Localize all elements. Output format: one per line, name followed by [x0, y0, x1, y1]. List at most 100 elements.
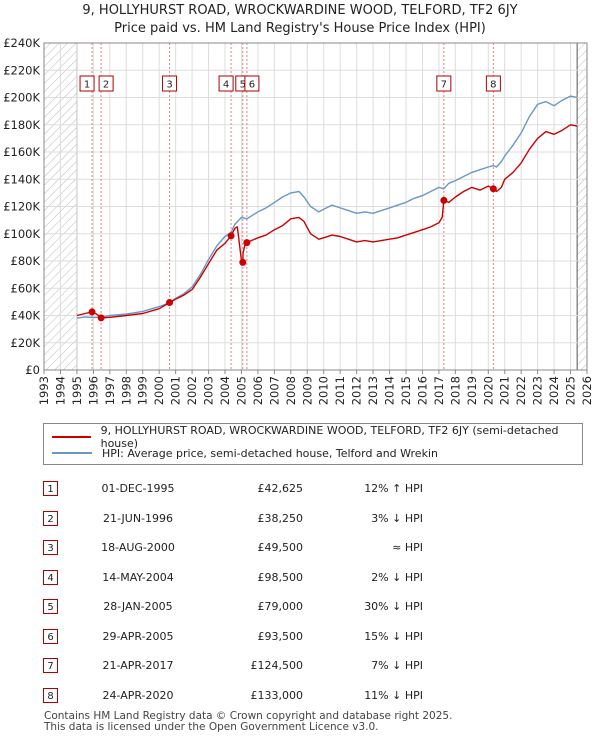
footer-copyright: Contains HM Land Registry data © Crown c… — [44, 710, 453, 722]
x-tick-label: 2021 — [498, 376, 512, 405]
legend-line-property — [52, 436, 91, 438]
sale-point-8 — [489, 185, 497, 193]
x-tick-label: 2005 — [234, 376, 248, 405]
sale-point-4 — [227, 232, 235, 240]
x-tick-label: 2002 — [185, 376, 199, 405]
chart-subtitle: Price paid vs. HM Land Registry's House … — [114, 21, 486, 36]
chart-legend: 9, HOLLYHURST ROAD, WROCKWARDINE WOOD, T… — [43, 423, 583, 465]
sale-price: £49,500 — [257, 541, 304, 555]
y-tick-label: £220K — [3, 63, 40, 77]
sale-marker-label-8: 8 — [490, 80, 496, 91]
sale-price: £93,500 — [257, 629, 304, 643]
table-row: 2 21-JUN-1996 £38,250 3% ↓ HPI — [43, 504, 423, 534]
sale-number-badge: 4 — [43, 569, 58, 585]
x-tick-label: 1999 — [136, 376, 150, 405]
table-row: 6 29-APR-2005 £93,500 15% ↓ HPI — [43, 622, 423, 652]
sale-price: £79,000 — [257, 600, 304, 614]
x-tick-label: 2008 — [284, 376, 298, 405]
sale-date: 29-APR-2005 — [102, 629, 174, 643]
sale-price: £133,000 — [250, 688, 304, 702]
sale-marker-label-7: 7 — [441, 80, 447, 91]
x-tick-label: 1997 — [103, 376, 117, 405]
y-tick-label: £20K — [11, 336, 41, 350]
x-tick-label: 1995 — [70, 376, 84, 405]
sale-price: £98,500 — [257, 570, 304, 584]
sale-number-badge: 3 — [43, 540, 58, 556]
sale-date: 28-JAN-2005 — [103, 600, 173, 614]
legend-label-property: 9, HOLLYHURST ROAD, WROCKWARDINE WOOD, T… — [100, 424, 559, 450]
x-tick-label: 2012 — [350, 376, 364, 405]
x-tick-label: 2014 — [383, 376, 397, 405]
sale-marker-box-6 — [244, 75, 260, 92]
sale-point-3 — [166, 299, 174, 307]
x-tick-label: 2017 — [432, 376, 446, 405]
legend-label-hpi: HPI: Average price, semi-detached house,… — [102, 446, 438, 460]
sale-number-badge: 5 — [43, 599, 58, 615]
y-tick-label: £0 — [25, 363, 40, 377]
sale-marker-box-3 — [162, 75, 178, 92]
sale-marker-box-4 — [218, 75, 234, 92]
x-tick-label: 2001 — [169, 376, 183, 405]
x-tick-label: 2003 — [202, 376, 216, 405]
hpi-line — [76, 95, 578, 319]
y-tick-label: £100K — [3, 227, 40, 241]
sale-hpi-comparison: 15% ↓ HPI — [364, 629, 423, 643]
plot-frame — [43, 42, 588, 371]
y-tick-label: £180K — [3, 118, 40, 132]
sale-marker-label-3: 3 — [166, 80, 172, 91]
sale-marker-box-1 — [79, 75, 95, 92]
sale-hpi-comparison: 12% ↑ HPI — [364, 482, 423, 496]
sale-marker-label-4: 4 — [223, 80, 229, 91]
y-tick-label: £200K — [3, 91, 40, 105]
transactions-table: 1 01-DEC-1995 £42,625 12% ↑ HPI 2 21-JUN… — [43, 474, 423, 710]
x-tick-label: 2013 — [366, 376, 380, 405]
sale-hpi-comparison: 2% ↓ HPI — [371, 570, 423, 584]
sale-number-badge: 7 — [43, 658, 58, 674]
sale-point-1 — [88, 308, 96, 316]
sale-date: 18-AUG-2000 — [101, 541, 175, 555]
x-tick-label: 2022 — [514, 376, 528, 405]
sale-number-badge: 1 — [43, 481, 58, 497]
x-tick-label: 2006 — [251, 376, 265, 405]
x-tick-label: 2016 — [415, 376, 429, 405]
x-tick-label: 1998 — [119, 376, 133, 405]
sale-marker-box-7 — [436, 75, 452, 92]
legend-item-hpi: HPI: Average price, semi-detached house,… — [52, 445, 438, 461]
sale-date: 24-APR-2020 — [102, 688, 174, 702]
x-tick-label: 2004 — [218, 376, 232, 405]
sale-number-badge: 8 — [43, 687, 58, 703]
sale-number-badge: 6 — [43, 628, 58, 644]
x-tick-label: 1996 — [86, 376, 100, 405]
table-row: 1 01-DEC-1995 £42,625 12% ↑ HPI — [43, 474, 423, 504]
x-tick-label: 2010 — [317, 376, 331, 405]
sale-date: 14-MAY-2004 — [102, 570, 174, 584]
sale-marker-label-1: 1 — [84, 80, 90, 91]
table-row: 5 28-JAN-2005 £79,000 30% ↓ HPI — [43, 592, 423, 622]
chart-title: 9, HOLLYHURST ROAD, WROCKWARDINE WOOD, T… — [82, 3, 518, 18]
y-tick-label: £60K — [11, 281, 41, 295]
legend-item-property: 9, HOLLYHURST ROAD, WROCKWARDINE WOOD, T… — [52, 424, 582, 450]
table-row: 8 24-APR-2020 £133,000 11% ↓ HPI — [43, 681, 423, 711]
y-tick-label: £80K — [11, 254, 41, 268]
price-chart: 1 2 3 4 5 6 7 8 £0 £20K £40K £60K £80K £100K £120K £140… — [3, 36, 594, 405]
sale-hpi-comparison: 30% ↓ HPI — [364, 600, 423, 614]
x-tick-label: 2020 — [481, 376, 495, 405]
sale-point-5 — [239, 258, 247, 266]
y-tick-label: £240K — [3, 36, 40, 50]
sale-marker-box-2 — [98, 75, 114, 92]
x-tick-label: 2018 — [448, 376, 462, 405]
sale-number-badge: 2 — [43, 510, 58, 526]
x-tick-label: 2009 — [300, 376, 314, 405]
sale-date: 21-JUN-1996 — [102, 511, 174, 525]
y-tick-label: £120K — [3, 200, 40, 214]
x-tick-label: 2019 — [465, 376, 479, 405]
x-tick-label: 2023 — [531, 376, 545, 405]
sale-point-7 — [440, 196, 448, 204]
sale-marker-label-2: 2 — [103, 80, 109, 91]
sale-hpi-comparison: 7% ↓ HPI — [371, 659, 423, 673]
sale-marker-label-6: 6 — [249, 80, 255, 91]
table-row: 3 18-AUG-2000 £49,500 ≈ HPI — [43, 533, 423, 563]
sale-price: £42,625 — [257, 482, 304, 496]
sale-price: £38,250 — [257, 511, 304, 525]
sale-hpi-comparison: 3% ↓ HPI — [371, 511, 423, 525]
